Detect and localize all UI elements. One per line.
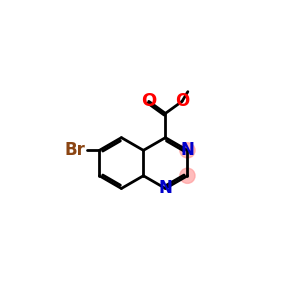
Text: N: N (158, 179, 172, 197)
Circle shape (180, 143, 195, 158)
Text: N: N (181, 141, 194, 159)
Circle shape (180, 168, 195, 183)
Text: O: O (141, 92, 156, 110)
Text: O: O (175, 92, 189, 110)
Text: Br: Br (65, 141, 85, 159)
